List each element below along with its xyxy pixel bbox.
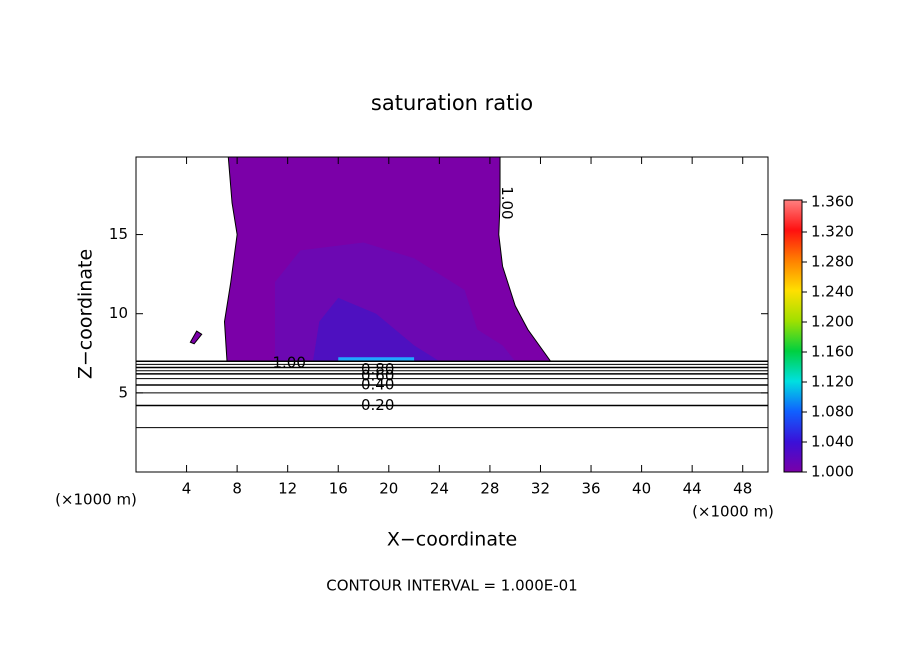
plot-area [189,157,552,362]
colorbar-tick-label: 1.080 [811,403,854,421]
chart-title: saturation ratio [371,91,533,115]
x-tick-label: 36 [581,480,600,498]
x-unit: (×1000 m) [692,503,774,521]
x-tick-label: 24 [430,480,449,498]
colorbar-tick-label: 1.040 [811,433,854,451]
contour-label: 0.20 [361,396,394,414]
colorbar-tick-label: 1.160 [811,343,854,361]
y-tick-label: 15 [109,225,128,243]
y-tick-label: 10 [109,304,128,322]
colorbar-tick-label: 1.200 [811,313,854,331]
filled-region [312,297,440,362]
plot-frame [135,156,769,473]
x-tick-label: 16 [329,480,348,498]
contour-label: 0.40 [361,375,394,393]
y-unit: (×1000 m) [55,491,137,509]
x-tick-label: 48 [733,480,752,498]
annotation: 1.00 [498,186,516,219]
colorbar-tick-label: 1.320 [811,223,854,241]
colorbar-tick-label: 1.280 [811,253,854,271]
x-tick-label: 20 [379,480,398,498]
x-tick-label: 32 [531,480,550,498]
x-tick-label: 8 [232,480,242,498]
colorbar-tick-label: 1.000 [811,463,854,481]
x-tick-label: 44 [683,480,702,498]
colorbar-tick-label: 1.360 [811,193,854,211]
x-tick-label: 12 [278,480,297,498]
x-tick-label: 40 [632,480,651,498]
x-tick-label: 28 [480,480,499,498]
x-tick-label: 4 [182,480,192,498]
colorbar [783,199,803,473]
y-tick-label: 5 [118,383,128,401]
filled-region [189,330,203,345]
y-axis-label: Z−coordinate [75,249,97,379]
colorbar-tick-label: 1.240 [811,283,854,301]
x-axis-label: X−coordinate [387,529,517,551]
contour-label: 1.00 [273,354,306,372]
contour-label: 0.60 [361,366,394,384]
filled-region [338,357,415,362]
footnote: CONTOUR INTERVAL = 1.000E-01 [326,577,577,595]
colorbar-tick-label: 1.120 [811,373,854,391]
